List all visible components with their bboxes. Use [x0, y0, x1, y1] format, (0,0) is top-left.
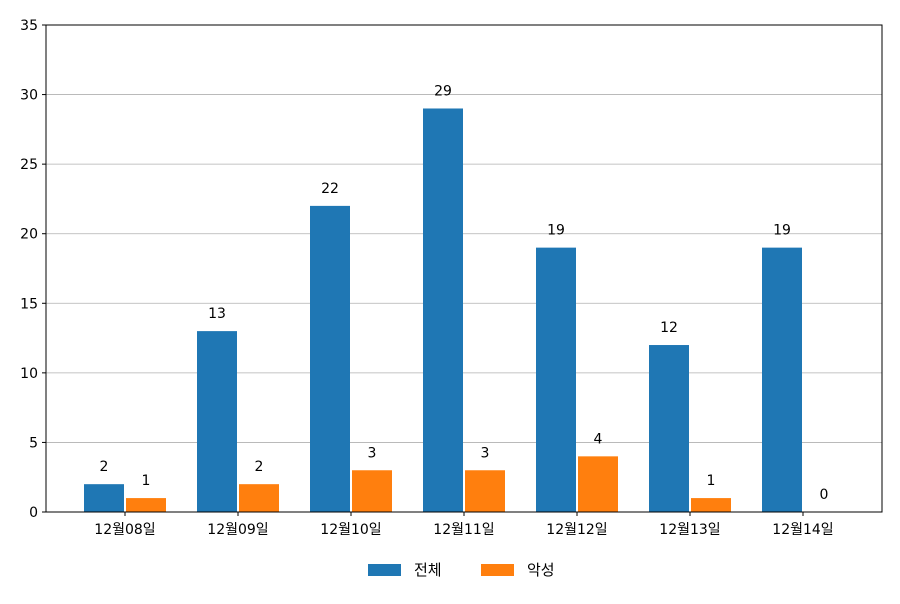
x-tick-label: 12월12일 — [546, 522, 607, 538]
data-label: 3 — [368, 445, 377, 461]
bar-total — [536, 247, 576, 512]
x-tick-label: 12월10일 — [320, 522, 381, 538]
x-tick-label: 12월13일 — [659, 522, 720, 538]
bar-malicious — [239, 484, 279, 512]
data-label: 12 — [660, 320, 678, 336]
data-label: 22 — [321, 181, 339, 197]
data-label: 2 — [255, 459, 264, 475]
bar-total — [423, 108, 463, 512]
x-tick-label: 12월09일 — [207, 522, 268, 538]
x-tick-label: 12월08일 — [94, 522, 155, 538]
y-tick-label: 15 — [20, 296, 38, 312]
data-label: 1 — [142, 473, 151, 489]
y-tick-label: 10 — [20, 366, 38, 382]
data-label: 29 — [434, 83, 452, 99]
plot-area-frame — [45, 24, 883, 513]
bar-total — [649, 345, 689, 512]
bar-malicious — [691, 498, 731, 512]
legend: 전체 악성 — [368, 561, 555, 579]
y-axis-ticks: 0 5 10 15 20 25 30 35 — [20, 18, 46, 521]
legend-label: 악성 — [527, 561, 555, 579]
y-tick-label: 25 — [20, 157, 38, 173]
data-label: 19 — [547, 223, 565, 239]
bar-total — [762, 247, 802, 512]
bar-malicious — [352, 470, 392, 512]
bars — [84, 108, 802, 512]
data-label: 3 — [481, 445, 490, 461]
y-tick-label: 5 — [29, 435, 38, 451]
data-label: 19 — [773, 223, 791, 239]
y-tick-label: 0 — [29, 505, 38, 521]
x-tick-label: 12월14일 — [772, 522, 833, 538]
data-label: 0 — [820, 487, 829, 503]
bar-malicious — [126, 498, 166, 512]
x-tick-label: 12월11일 — [433, 522, 494, 538]
bar-total — [84, 484, 124, 512]
bar-total — [310, 205, 350, 512]
y-tick-label: 35 — [20, 18, 38, 34]
y-tick-label: 20 — [20, 227, 38, 243]
data-label: 4 — [594, 431, 603, 447]
gridlines — [46, 94, 882, 443]
data-label: 2 — [100, 459, 109, 475]
data-label: 1 — [707, 473, 716, 489]
bar-malicious — [465, 470, 505, 512]
legend-swatch — [368, 564, 401, 576]
data-label: 13 — [208, 306, 226, 322]
legend-swatch — [481, 564, 514, 576]
bar-malicious — [578, 456, 618, 512]
legend-label: 전체 — [414, 561, 442, 579]
x-axis-ticks: 12월08일 12월09일 12월10일 12월11일 12월12일 12월13일 12월1… — [94, 512, 834, 538]
y-tick-label: 30 — [20, 88, 38, 104]
bar-total — [197, 331, 237, 512]
